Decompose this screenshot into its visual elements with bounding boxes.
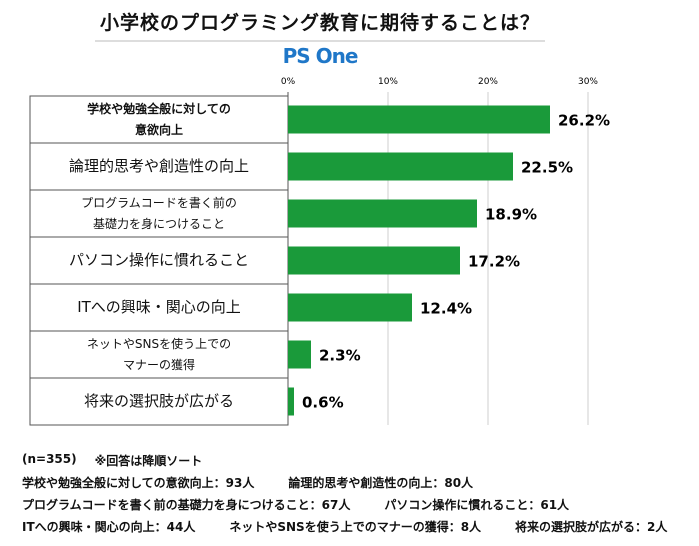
x-tick-label: 0% [281, 77, 296, 87]
bar [288, 152, 513, 181]
value-label: 0.6% [302, 394, 344, 412]
category-label: ネットやSNSを使う上での マナーの獲得 [86, 337, 232, 372]
bar [288, 293, 412, 322]
count-note: ITへの興味・関心の向上：44人 [22, 520, 196, 534]
x-tick-label: 30% [578, 77, 598, 87]
note: ※回答は降順ソート [94, 454, 203, 468]
count-note: 将来の選択肢が広がる：2人 [515, 520, 668, 534]
chart-title: 小学校のプログラミング教育に期待することは？ [99, 12, 540, 34]
count-line: プログラムコードを書く前の基礎力を身につけること：67人 パソコン操作に慣れること… [22, 496, 569, 513]
count-line: ITへの興味・関心の向上：44人 ネットやSNSを使う上でのマナーの獲得：8人 将来… [22, 518, 667, 535]
bar [288, 387, 294, 416]
category-label: 将来の選択肢が広がる [83, 391, 234, 410]
x-tick-label: 20% [478, 77, 498, 87]
bar [288, 105, 550, 134]
bar [288, 199, 477, 228]
value-label: 22.5% [521, 159, 573, 177]
category-label: プログラムコードを書く前の 基礎力を身につけること [81, 196, 237, 231]
category-label: ITへの興味・関心の向上 [77, 297, 241, 316]
value-label: 18.9% [485, 206, 537, 224]
count-note: パソコン操作に慣れること：61人 [384, 498, 570, 512]
note: (n=355) [22, 452, 77, 466]
bar [288, 340, 311, 369]
category-label: パソコン操作に慣れること [68, 250, 249, 269]
value-label: 26.2% [558, 112, 610, 130]
count-line: 学校や勉強全般に対しての意欲向上：93人 論理的思考や創造性の向上：80人 [22, 474, 473, 491]
value-label: 17.2% [468, 253, 520, 271]
x-tick-label: 10% [378, 77, 398, 87]
category-label: 論理的思考や創造性の向上 [68, 156, 249, 175]
notes: (n=355) ※回答は降順ソート [22, 452, 202, 469]
count-note: プログラムコードを書く前の基礎力を身につけること：67人 [22, 498, 351, 512]
category-label: 学校や勉強全般に対しての 意欲向上 [87, 102, 231, 137]
count-note: ネットやSNSを使う上でのマナーの獲得：8人 [229, 520, 482, 534]
value-label: 12.4% [420, 300, 472, 318]
count-note: 学校や勉強全般に対しての意欲向上：93人 [22, 476, 255, 490]
brand-logo: PS One [282, 44, 359, 68]
count-note: 論理的思考や創造性の向上：80人 [288, 476, 474, 490]
bar [288, 246, 460, 275]
value-label: 2.3% [319, 347, 361, 365]
